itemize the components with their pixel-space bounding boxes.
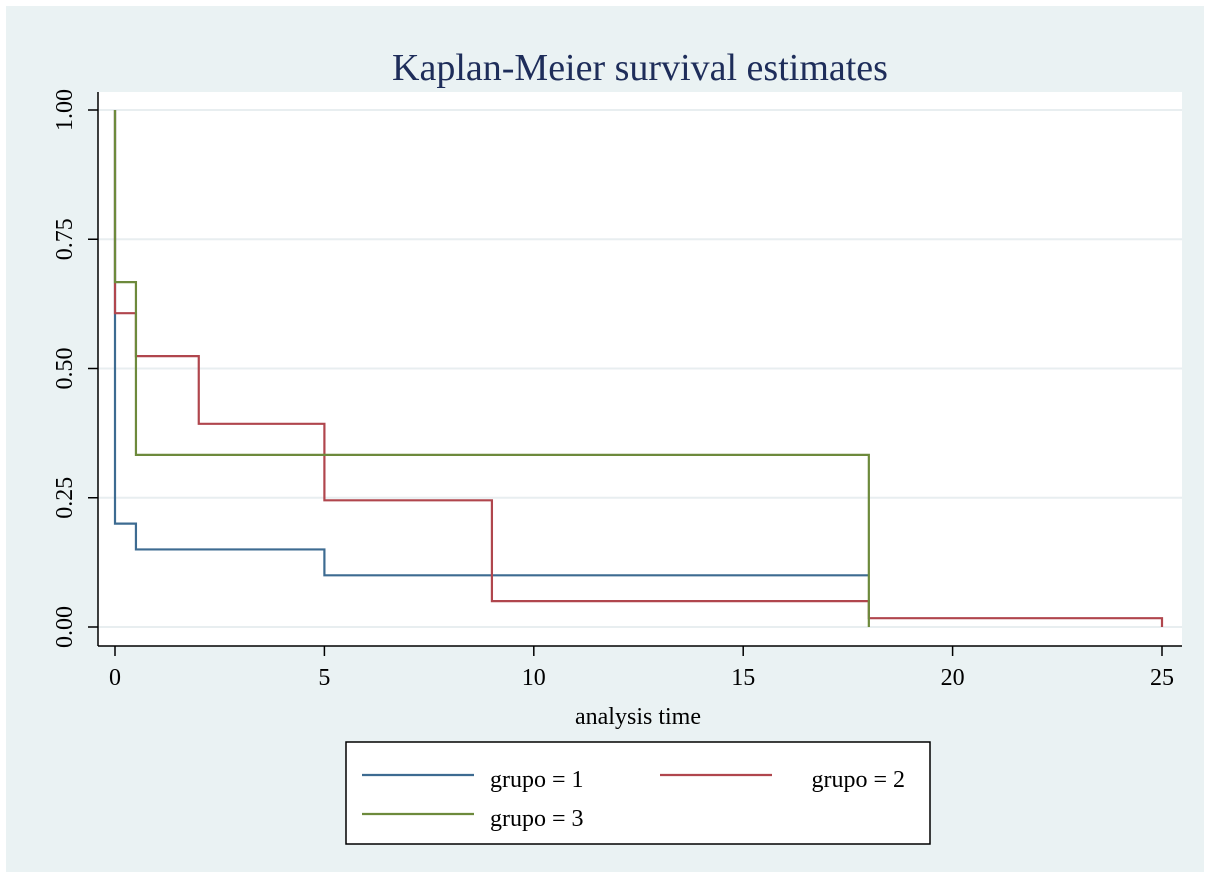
y-tick-label: 0.50	[52, 348, 78, 390]
x-tick-label: 25	[1150, 665, 1174, 691]
y-tick-label: 1.00	[52, 89, 78, 131]
x-tick-label: 15	[731, 665, 755, 691]
axes: 0.00 0.25 0.50 0.75 1.00 0 5 10 15 20 25	[52, 89, 1182, 691]
legend-label-series-3: grupo = 3	[490, 806, 584, 832]
x-tick-label: 0	[109, 665, 121, 691]
legend: grupo = 1 grupo = 2 grupo = 3	[345, 741, 931, 845]
x-tick-label: 20	[941, 665, 965, 691]
chart-title: Kaplan-Meier survival estimates	[392, 47, 888, 89]
legend-label-series-1: grupo = 1	[490, 767, 584, 793]
series-layer	[113, 110, 1164, 627]
gridlines	[98, 109, 1182, 628]
y-tick-label: 0.00	[52, 606, 78, 648]
y-tick-label: 0.25	[52, 477, 78, 519]
legend-box	[345, 741, 931, 845]
km-curve-series-1	[113, 110, 869, 577]
x-tick-label: 5	[318, 665, 330, 691]
y-tick-label: 0.75	[52, 218, 78, 260]
km-curve-series-3	[113, 110, 870, 627]
x-axis-label: analysis time	[575, 704, 701, 730]
x-tick-label: 10	[522, 665, 546, 691]
legend-label-series-2: grupo = 2	[811, 767, 905, 793]
